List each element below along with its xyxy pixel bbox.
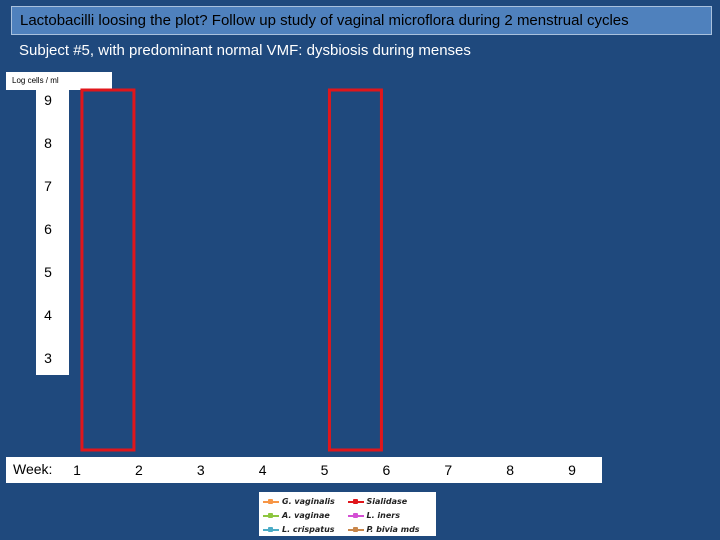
y-axis-label: Log cells / ml bbox=[6, 72, 112, 90]
legend-item: Sialidase bbox=[347, 495, 433, 508]
y-tick-label: 9 bbox=[44, 92, 52, 108]
x-tick-label: 7 bbox=[444, 462, 452, 478]
legend-item: G. vaginalis bbox=[263, 495, 348, 508]
y-tick-label: 5 bbox=[44, 264, 52, 280]
legend-label: A. vaginae bbox=[282, 511, 330, 520]
x-tick-label: 2 bbox=[135, 462, 143, 478]
y-axis-strip bbox=[36, 90, 69, 375]
legend-label: L. iners bbox=[366, 511, 401, 520]
y-tick-label: 6 bbox=[44, 221, 52, 237]
legend-label: P. bivia mds bbox=[366, 525, 420, 534]
legend-swatch bbox=[347, 526, 364, 532]
legend-label: Sialidase bbox=[366, 497, 408, 506]
x-axis-strip bbox=[6, 457, 602, 483]
x-tick-label: 1 bbox=[73, 462, 81, 478]
legend-swatch bbox=[263, 526, 279, 532]
legend-item: L. iners bbox=[347, 509, 433, 522]
legend-item: A. vaginae bbox=[263, 509, 348, 522]
y-tick-label: 4 bbox=[44, 307, 52, 323]
x-tick-label: 9 bbox=[568, 462, 576, 478]
menses-highlight bbox=[80, 88, 136, 452]
y-tick-label: 8 bbox=[44, 135, 52, 151]
chart-legend: G. vaginalis Sialidase A. vaginae L. iners L… bbox=[259, 492, 436, 536]
y-tick-label: 3 bbox=[44, 350, 52, 366]
y-tick-label: 7 bbox=[44, 178, 52, 194]
legend-swatch bbox=[347, 512, 364, 518]
x-tick-label: 8 bbox=[506, 462, 514, 478]
legend-label: G. vaginalis bbox=[282, 497, 335, 506]
x-tick-label: 6 bbox=[382, 462, 390, 478]
x-tick-label: 3 bbox=[197, 462, 205, 478]
x-axis-title: Week: bbox=[13, 461, 53, 477]
legend-item: L. crispatus bbox=[263, 523, 348, 536]
menses-highlight bbox=[327, 88, 383, 452]
legend-label: L. crispatus bbox=[282, 525, 335, 534]
legend-swatch bbox=[347, 498, 364, 504]
x-tick-label: 4 bbox=[259, 462, 267, 478]
x-tick-label: 5 bbox=[321, 462, 329, 478]
legend-swatch bbox=[263, 498, 279, 504]
slide-subtitle: Subject #5, with predominant normal VMF:… bbox=[19, 42, 471, 59]
legend-item: P. bivia mds bbox=[347, 523, 433, 536]
slide-title: Lactobacilli loosing the plot? Follow up… bbox=[11, 6, 712, 35]
legend-swatch bbox=[263, 512, 279, 518]
